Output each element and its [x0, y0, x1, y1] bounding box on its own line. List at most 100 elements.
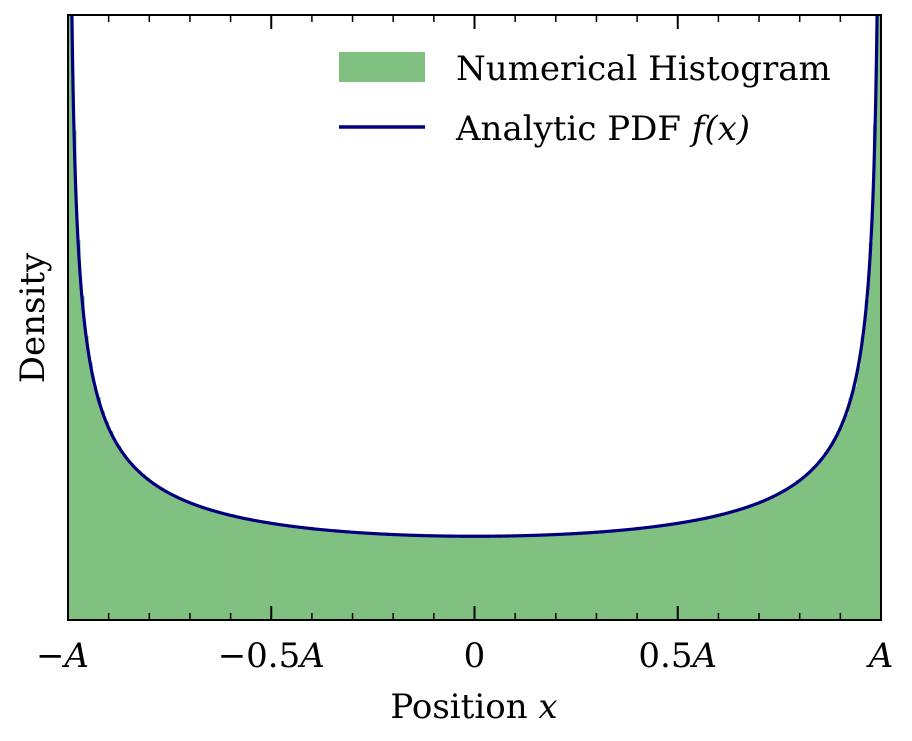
- histogram-bar: [612, 530, 618, 620]
- histogram-bar: [563, 534, 569, 620]
- histogram-bar: [194, 505, 199, 620]
- histogram-bar: [409, 534, 414, 620]
- histogram-bar: [482, 537, 488, 620]
- histogram-bar: [259, 522, 264, 620]
- histogram-bar: [840, 424, 845, 620]
- histogram-bar: [283, 525, 288, 620]
- histogram-bar: [673, 522, 679, 620]
- histogram-bar: [177, 497, 183, 620]
- histogram-bar: [340, 532, 345, 620]
- histogram-bar: [523, 535, 528, 620]
- histogram-bar: [218, 512, 223, 620]
- axis-ticks: [67, 15, 882, 620]
- histogram-bar: [706, 518, 711, 620]
- histogram-bar: [246, 519, 252, 620]
- histogram-bar: [856, 366, 862, 620]
- histogram-bar: [852, 386, 857, 620]
- histogram-bar: [576, 533, 581, 620]
- histogram-bar: [242, 518, 248, 620]
- histogram-bar: [620, 529, 626, 620]
- histogram-bar: [405, 535, 410, 620]
- histogram-bar: [559, 533, 565, 620]
- histogram-bar: [702, 518, 707, 620]
- histogram-bar: [324, 531, 329, 620]
- histogram-bar: [458, 536, 463, 620]
- histogram-bar: [381, 534, 386, 620]
- histogram-bar: [584, 532, 589, 620]
- histogram-bar: [848, 398, 853, 620]
- histogram-bar: [519, 535, 524, 620]
- histogram-bar: [299, 526, 305, 620]
- histogram-bar: [531, 536, 536, 620]
- histogram-bar: [633, 528, 638, 620]
- histogram-bar: [234, 515, 240, 620]
- histogram-bar: [128, 464, 134, 620]
- histogram-bar: [828, 446, 833, 620]
- histogram-bar: [763, 500, 768, 620]
- histogram-bar: [551, 533, 557, 620]
- histogram-bar: [376, 533, 382, 620]
- histogram-bar: [527, 535, 532, 620]
- histogram-bar: [734, 509, 740, 620]
- histogram-bar: [291, 526, 296, 620]
- histogram-bar: [860, 337, 866, 620]
- histogram-bar: [222, 513, 227, 620]
- histogram-bar: [303, 528, 309, 620]
- histogram-bar: [368, 534, 374, 620]
- histogram-bar: [714, 516, 719, 620]
- histogram-bar: [470, 535, 475, 620]
- histogram-bar: [767, 499, 772, 620]
- histogram-bar: [214, 510, 219, 620]
- histogram-bar: [592, 532, 597, 620]
- histogram-bar: [689, 520, 695, 620]
- x-tick-labels: −A −0.5A 0 0.5A A: [36, 636, 893, 676]
- histogram-bar: [746, 506, 752, 620]
- histogram-bar: [92, 385, 97, 620]
- histogram-bar: [783, 490, 788, 620]
- histogram-bar: [133, 468, 138, 620]
- histogram-bar: [433, 535, 439, 620]
- histogram-bar: [507, 536, 512, 620]
- histogram-bar: [771, 495, 776, 620]
- histogram-bar: [572, 534, 577, 620]
- histogram-bar: [137, 470, 142, 620]
- legend-hist-swatch: [339, 52, 425, 82]
- histogram-bar: [100, 411, 105, 620]
- histogram-bar: [344, 531, 349, 620]
- histogram-bar: [254, 520, 260, 620]
- histogram-bar: [104, 421, 109, 620]
- histogram-bar: [76, 240, 81, 620]
- histogram-bar: [360, 532, 366, 620]
- histogram-bar: [181, 500, 187, 620]
- histogram-bar: [397, 533, 402, 620]
- histogram-bar: [616, 531, 622, 620]
- histogram-bar: [364, 532, 370, 620]
- histogram-bar: [161, 490, 166, 620]
- legend: Numerical Histogram Analytic PDF f(x): [339, 49, 831, 149]
- x-tick-label: −0.5A: [218, 636, 325, 676]
- histogram-bar: [263, 522, 268, 620]
- histogram-bar: [637, 528, 642, 620]
- histogram-bar: [441, 536, 447, 620]
- histogram-bar: [779, 490, 784, 620]
- histogram-bar: [295, 527, 301, 620]
- histogram-bar: [502, 535, 508, 620]
- histogram-bar: [462, 536, 467, 620]
- histogram-bar: [726, 513, 731, 620]
- x-tick-label: −A: [36, 636, 89, 676]
- histogram-bar: [287, 526, 292, 620]
- histogram-bar: [116, 445, 122, 620]
- histogram-bar: [389, 534, 394, 620]
- histogram-bar: [413, 535, 418, 620]
- histogram-bar: [775, 494, 780, 620]
- histogram-bar: [173, 495, 179, 620]
- histogram-bar: [844, 414, 849, 620]
- histogram-bar: [665, 524, 670, 620]
- histogram-bar: [836, 431, 841, 620]
- histogram-bar: [543, 534, 549, 620]
- histogram-bar: [226, 515, 231, 620]
- histogram-bar: [393, 534, 398, 620]
- histogram-bar: [198, 507, 203, 620]
- histogram-bar: [238, 516, 244, 620]
